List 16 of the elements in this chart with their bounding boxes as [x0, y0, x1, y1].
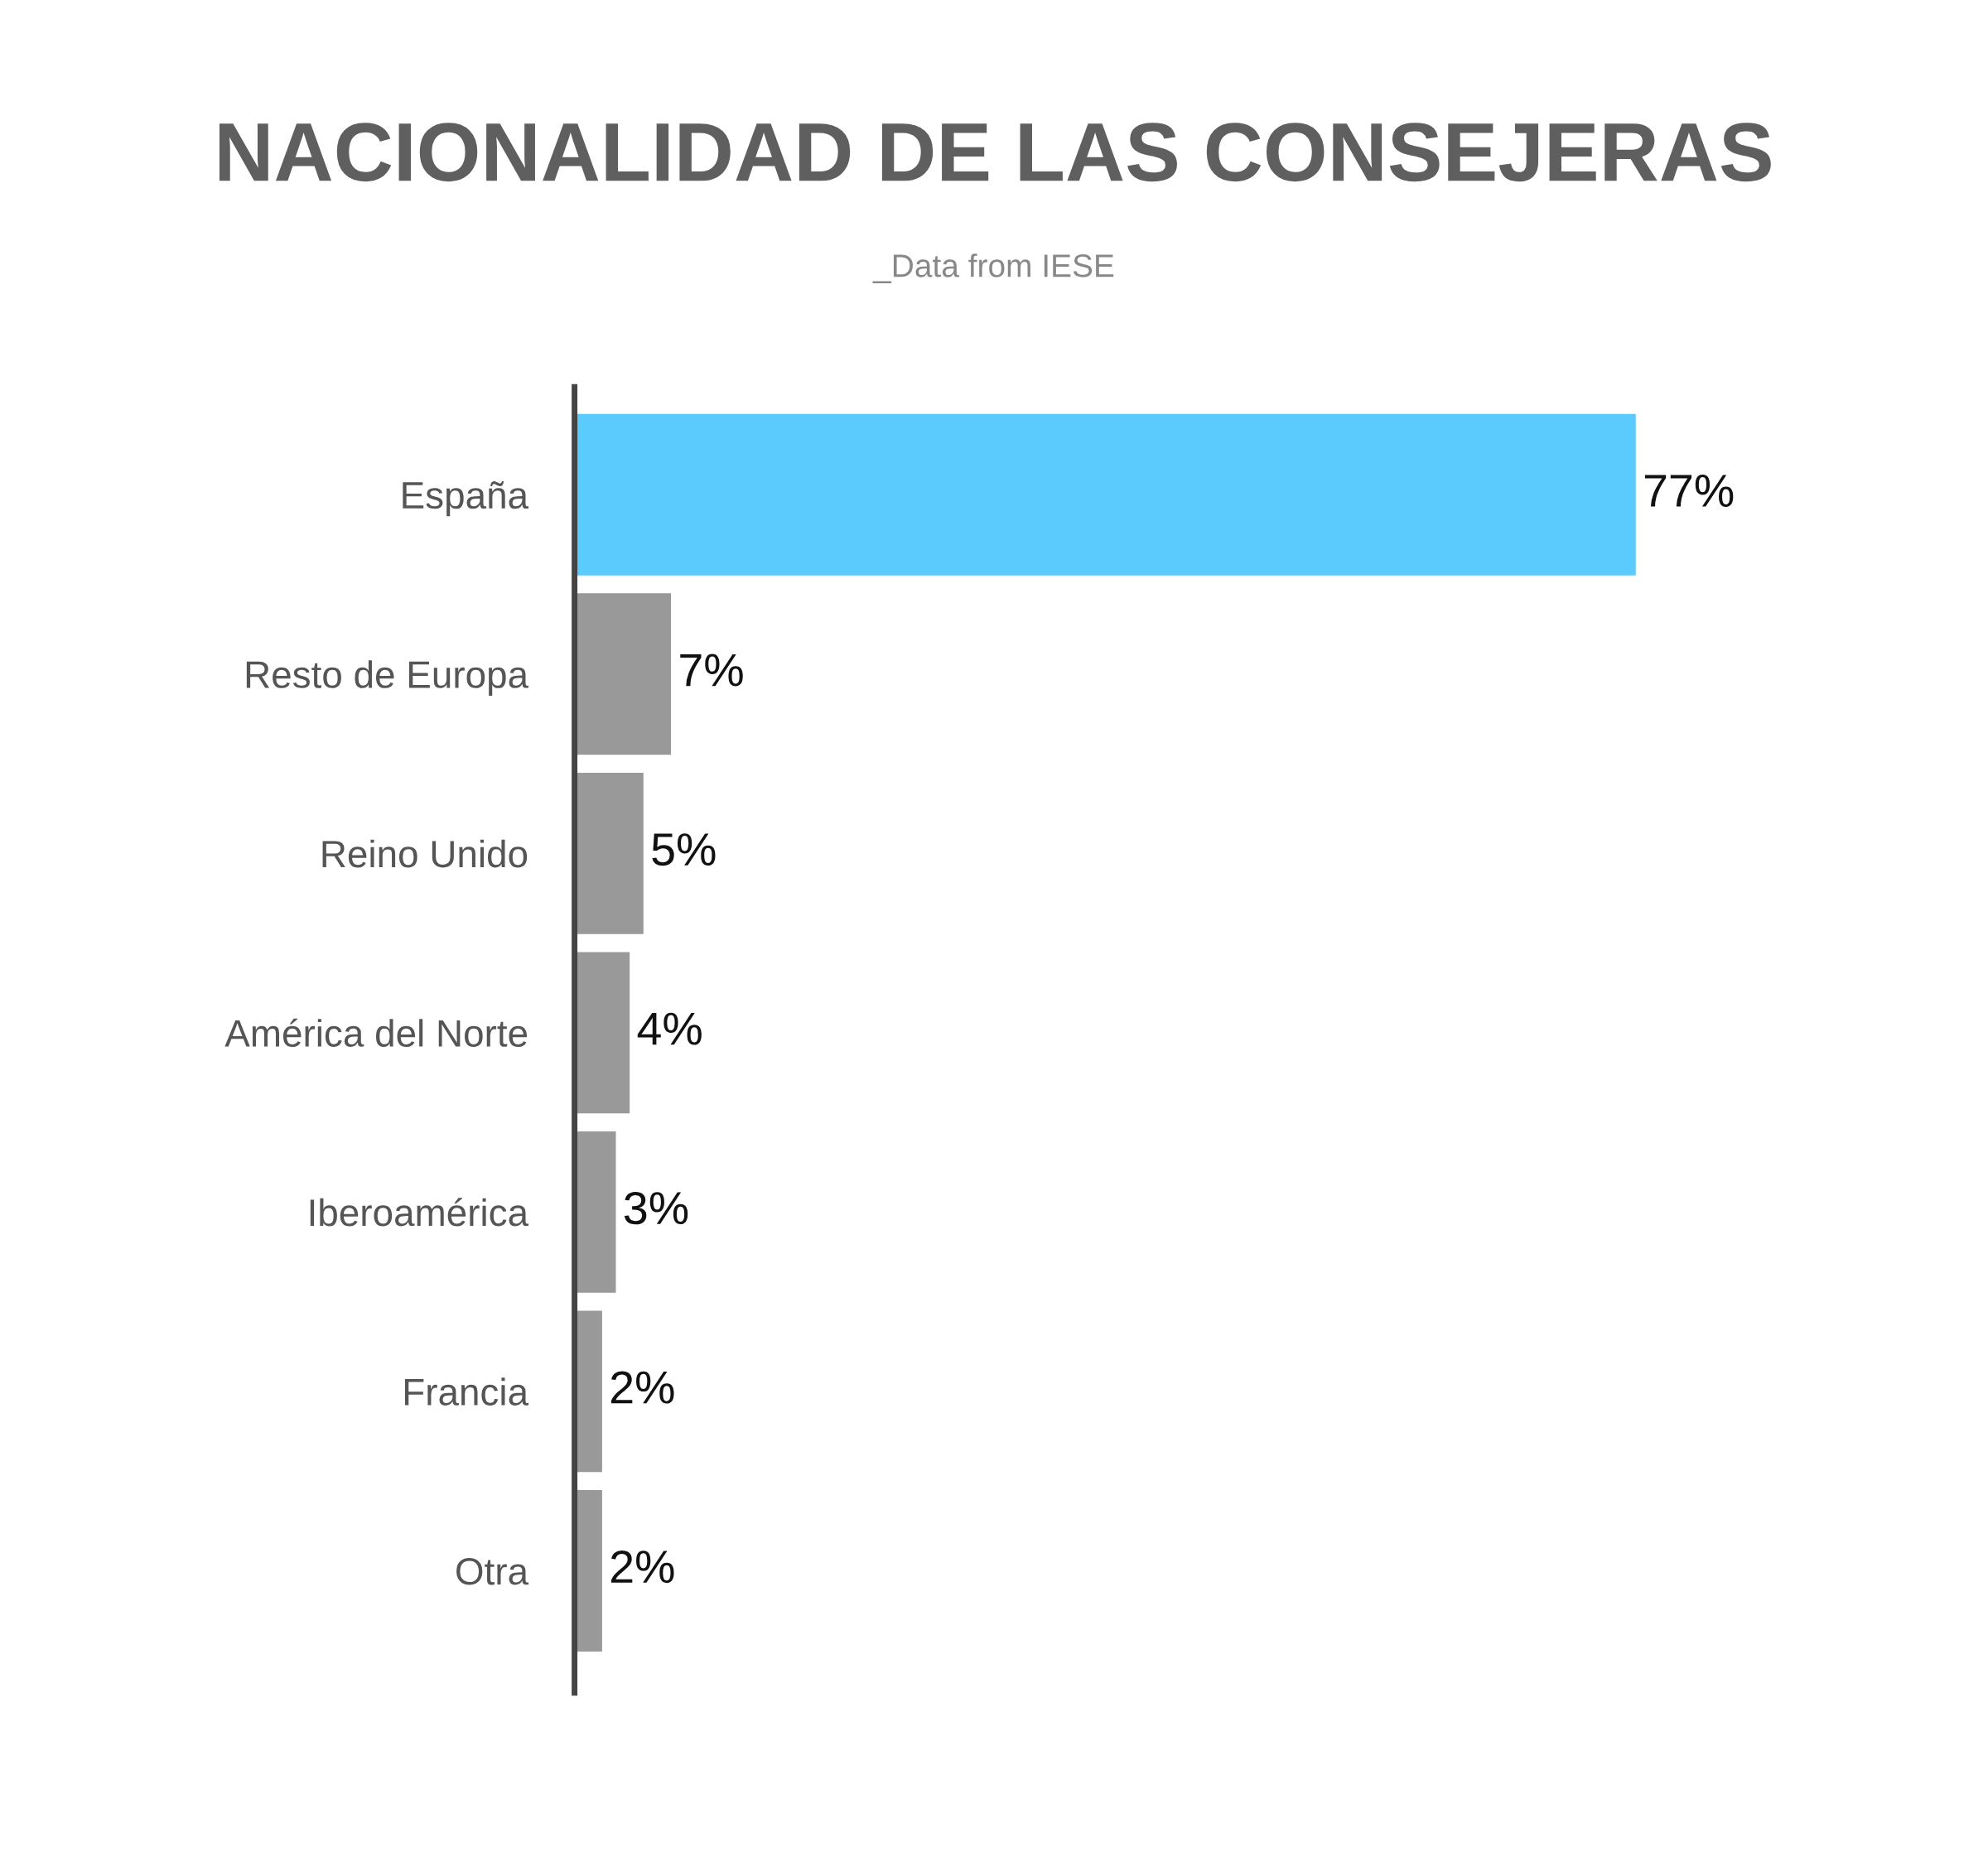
y-tick-label: Iberoamérica: [310, 1198, 529, 1227]
data-label: 5%: [652, 833, 716, 866]
y-tick-label: Francia: [404, 1377, 529, 1406]
data-label: 4%: [637, 1012, 702, 1045]
y-tick-label: España: [403, 480, 529, 517]
y-tick-label: Reino Unido: [322, 839, 528, 868]
data-label: 7%: [680, 654, 743, 687]
chart-subtitle: _Data from IESE: [872, 253, 1114, 284]
y-tick-label: Otra: [456, 1558, 529, 1585]
chart-title: NACIONALIDAD DE LAS CONSEJERAS: [219, 123, 1771, 182]
data-label: 3%: [624, 1191, 688, 1225]
data-label: 77%: [1644, 475, 1734, 507]
y-tick-label: Resto de Europa: [246, 660, 529, 696]
y-tick-label: América del Norte: [224, 1018, 528, 1047]
data-label: 2%: [611, 1371, 674, 1404]
data-label: 2%: [611, 1551, 674, 1584]
